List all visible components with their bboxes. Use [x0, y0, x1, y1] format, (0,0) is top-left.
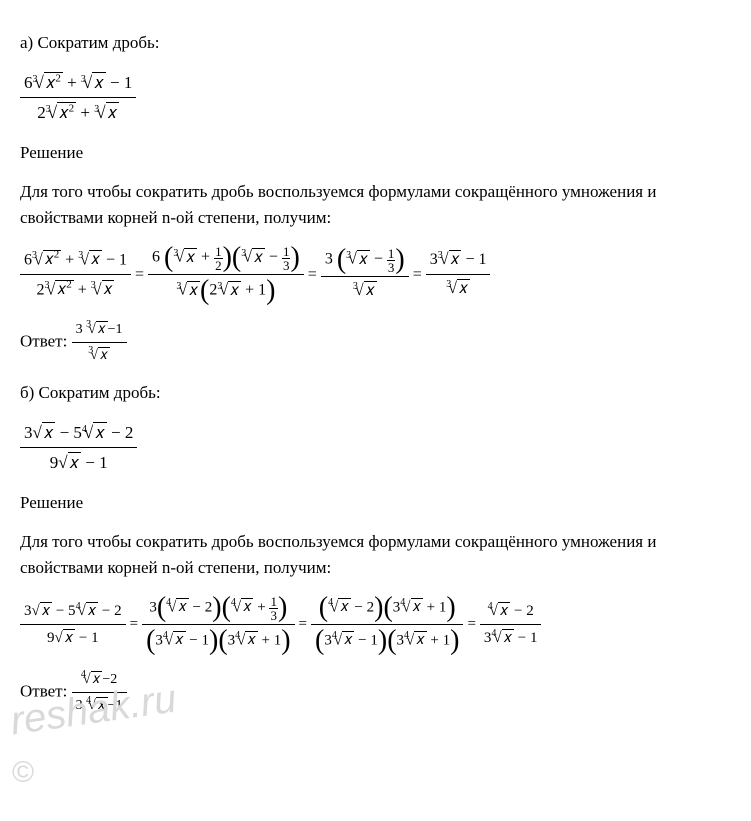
part-a-problem: 63√𝑥2 + 3√𝑥 − 1 23√𝑥2 + 3√𝑥 — [20, 70, 731, 126]
part-a-solution-label: Решение — [20, 140, 731, 166]
part-b-problem: 3√𝑥 − 54√𝑥 − 2 9√𝑥 − 1 — [20, 420, 731, 476]
part-b-heading: б) Сократим дробь: — [20, 380, 731, 406]
part-a-explanation: Для того чтобы сократить дробь воспользу… — [20, 179, 731, 230]
part-b-explanation: Для того чтобы сократить дробь воспользу… — [20, 529, 731, 580]
part-b-solution-label: Решение — [20, 490, 731, 516]
part-b-equation: 3√𝑥 − 54√𝑥 − 2 9√𝑥 − 1 = 3(4√𝑥 − 2)(4√𝑥 … — [20, 594, 731, 655]
part-a-answer: Ответ: 3 3√𝑥−1 3√𝑥 — [20, 319, 731, 366]
part-a-heading: а) Сократим дробь: — [20, 30, 731, 56]
part-a-equation: 63√𝑥2 + 3√𝑥 − 1 23√𝑥2 + 3√𝑥 = 6 (3√𝑥 + 1… — [20, 244, 731, 305]
copyright-mark: © — [12, 750, 34, 795]
part-b-answer: Ответ: 4√𝑥−2 3 4√𝑥−1 — [20, 669, 731, 716]
